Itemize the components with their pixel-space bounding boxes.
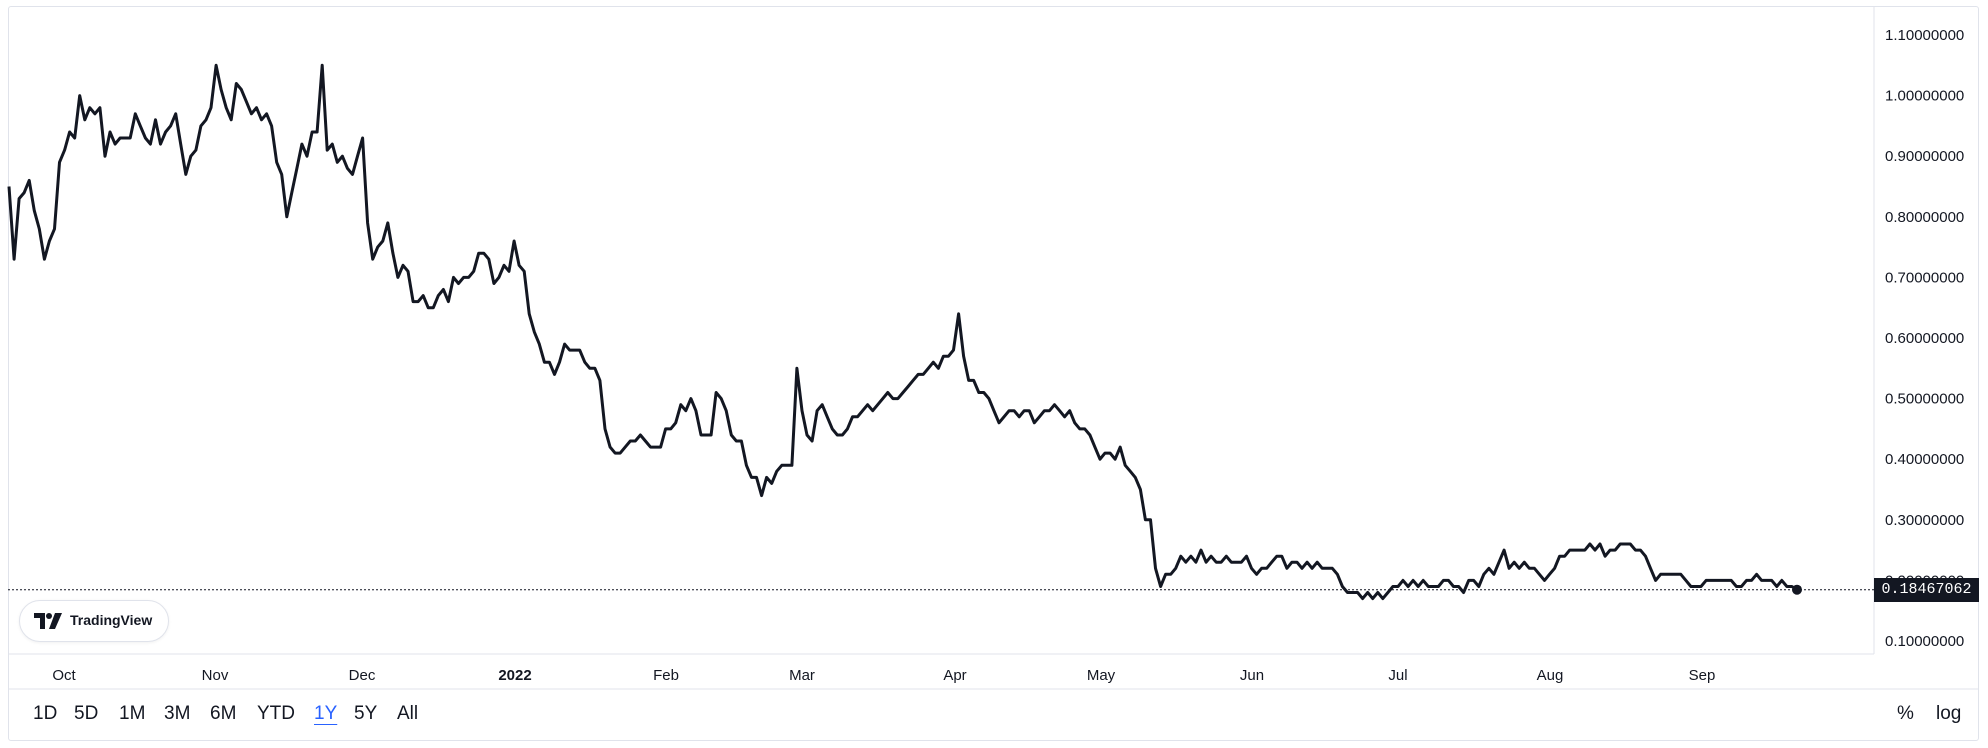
x-tick-label: Jun [1240,667,1264,684]
range-button-1d[interactable]: 1D [33,703,58,724]
x-tick-label: Oct [52,667,76,684]
tradingview-badge[interactable]: TradingView [19,600,169,642]
series-line [7,63,1798,601]
badge-label: TradingView [70,612,153,628]
y-tick-label: 0.70000000 [1885,269,1964,286]
y-tick-label: 0.90000000 [1885,148,1964,165]
range-button-1m[interactable]: 1M [119,703,146,724]
range-button-all[interactable]: All [397,703,419,724]
range-button-5y[interactable]: 5Y [354,703,378,724]
last-price-label: 0.18467062 [1874,577,1979,602]
x-tick-label: Dec [349,667,376,684]
tradingview-logo-icon [34,613,62,629]
x-tick-label: Apr [943,667,966,684]
x-tick-label: 2022 [498,667,531,684]
x-tick-label: Jul [1388,667,1407,684]
y-tick-label: 0.10000000 [1885,633,1964,650]
y-tick-label: 1.10000000 [1885,27,1964,44]
y-tick-label: 0.80000000 [1885,209,1964,226]
y-tick-label: 1.00000000 [1885,88,1964,105]
x-tick-label: Sep [1689,667,1716,684]
x-axis: Oct Nov Dec 2022 Feb Mar Apr May Jun Jul Aug Sep [52,667,1715,684]
range-button-1y[interactable]: 1Y [314,703,338,724]
y-tick-label: 0.40000000 [1885,451,1964,468]
x-tick-label: Aug [1537,667,1564,684]
range-button-5d[interactable]: 5D [74,703,99,724]
log-toggle-button[interactable]: log [1936,703,1962,724]
y-tick-label: 0.60000000 [1885,330,1964,347]
series-price [7,63,1802,601]
last-point-marker [1792,584,1802,595]
range-button-6m[interactable]: 6M [210,703,237,724]
x-tick-label: Mar [789,667,815,684]
y-tick-label: 0.30000000 [1885,512,1964,529]
range-button-3m[interactable]: 3M [164,703,191,724]
x-tick-label: Feb [653,667,679,684]
x-tick-label: Nov [202,667,229,684]
chart-frame [8,6,1979,741]
y-tick-label: 0.50000000 [1885,391,1964,408]
x-tick-label: May [1087,667,1116,684]
range-button-ytd[interactable]: YTD [257,703,295,724]
y-axis: 1.10000000 1.00000000 0.90000000 0.80000000… [1885,27,1964,650]
percent-toggle-button[interactable]: % [1897,703,1914,724]
